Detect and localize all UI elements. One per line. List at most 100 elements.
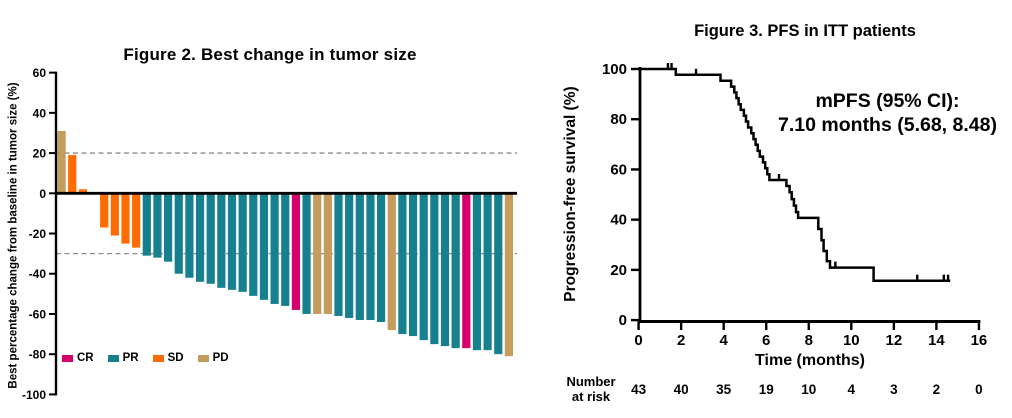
waterfall-bar-30-PR	[366, 193, 375, 320]
figure2-y-tick-label-0: 0	[39, 187, 46, 201]
waterfall-bar-23-CR	[291, 193, 300, 310]
waterfall-bar-8-SD	[132, 193, 141, 248]
legend-swatch-PR	[107, 354, 119, 362]
figure3-x-tick-label-8: 8	[805, 332, 813, 349]
waterfall-bar-24-PR	[302, 193, 311, 314]
figure3-x-tick-label-10: 10	[843, 332, 860, 349]
mpfs-annotation-line2: 7.10 months (5.68, 8.48)	[778, 114, 997, 136]
figure2-legend: CR PR SD PD	[62, 352, 229, 364]
waterfall-bar-9-PR	[142, 193, 151, 256]
number-at-risk-value-t10: 4	[848, 382, 856, 397]
number-at-risk-value-t0: 43	[631, 382, 647, 397]
number-at-risk-value-t8: 10	[801, 382, 816, 397]
mpfs-annotation: mPFS (95% CI): 7.10 months (5.68, 8.48)	[765, 89, 1010, 137]
waterfall-bar-7-SD	[121, 193, 130, 244]
waterfall-bar-6-SD	[110, 193, 119, 236]
waterfall-bar-20-PR	[259, 193, 269, 300]
waterfall-bar-11-PR	[164, 193, 173, 262]
waterfall-bar-16-PR	[217, 193, 226, 288]
figure3-x-tick-label-14: 14	[928, 332, 945, 349]
figure2-title: Figure 2. Best change in tumor size	[123, 45, 417, 64]
legend-item-PD: PD	[197, 352, 229, 364]
legend-swatch-CR	[62, 354, 73, 362]
figure3-x-tick-label-6: 6	[762, 332, 770, 349]
figure3-y-tick-label-80: 80	[610, 111, 627, 128]
waterfall-bar-15-PR	[206, 193, 215, 284]
figure2-y-tick-label-60: 60	[33, 66, 47, 80]
waterfall-bar-5-SD	[100, 193, 109, 228]
figure3-y-tick-label-40: 40	[610, 212, 627, 229]
waterfall-bar-18-PR	[238, 193, 247, 292]
figure2-y-tick-label--20: -20	[29, 227, 47, 241]
figure3-y-tick-label-100: 100	[602, 61, 627, 78]
figure3-y-tick-label-60: 60	[610, 161, 627, 178]
figure2-y-tick-label--100: -100	[22, 388, 46, 402]
waterfall-bar-22-PR	[281, 193, 290, 306]
waterfall-bar-19-PR	[249, 193, 258, 296]
figure3-y-tick-label-20: 20	[610, 262, 627, 279]
waterfall-bar-25-PD	[313, 193, 322, 314]
waterfall-bar-32-PD	[387, 193, 396, 331]
waterfall-bar-10-PR	[153, 193, 162, 258]
number-at-risk-value-t4: 35	[716, 382, 732, 397]
legend-item-PR: PR	[107, 352, 139, 364]
legend-swatch-SD	[152, 354, 164, 362]
figure3-x-tick-label-12: 12	[885, 332, 902, 349]
figure3-x-axis-label: Time (months)	[755, 352, 865, 369]
legend-item-SD: SD	[152, 352, 184, 364]
number-at-risk-value-t12: 3	[890, 382, 898, 397]
waterfall-bar-28-PR	[345, 193, 354, 318]
waterfall-bar-17-PR	[227, 193, 237, 290]
number-at-risk-value-t16: 0	[975, 382, 983, 397]
number-at-risk-label-line1: Number	[566, 374, 616, 389]
waterfall-bar-39-CR	[462, 193, 471, 349]
waterfall-bar-34-PR	[408, 193, 418, 337]
legend-label-CR: CR	[77, 352, 94, 364]
legend-label-PR: PR	[122, 352, 139, 364]
waterfall-bar-12-PR	[174, 193, 183, 274]
figure3-x-tick-label-0: 0	[634, 332, 642, 349]
waterfall-bar-2-SD	[68, 155, 77, 194]
figure2-y-tick-label--60: -60	[29, 307, 47, 321]
figure2-y-tick-label-20: 20	[33, 147, 47, 161]
waterfall-bar-21-PR	[270, 193, 279, 304]
waterfall-bar-27-PR	[334, 193, 343, 316]
number-at-risk-label: Number at risk	[558, 374, 624, 404]
waterfall-bar-29-PR	[355, 193, 364, 320]
waterfall-bar-31-PR	[377, 193, 386, 322]
legend-item-CR: CR	[62, 352, 94, 364]
figure3-title: Figure 3. PFS in ITT patients	[694, 22, 916, 40]
waterfall-bar-26-PD	[323, 193, 332, 314]
number-at-risk-label-line2: at risk	[571, 389, 611, 404]
waterfall-bar-13-PR	[185, 193, 194, 278]
waterfall-bar-3-SD	[78, 189, 87, 194]
waterfall-chart: 60 40 20 0 -20 -40 -60 -80 -100	[22, 66, 517, 402]
figure3-y-tick-label-0: 0	[619, 312, 627, 329]
waterfall-bar-35-PR	[419, 193, 428, 341]
waterfall-bar-40-PR	[472, 193, 482, 351]
waterfall-bar-43-PD	[504, 193, 513, 357]
waterfall-bar-38-PR	[451, 193, 460, 349]
number-at-risk-value-t14: 2	[933, 382, 941, 397]
waterfall-bar-14-PR	[195, 193, 205, 282]
waterfall-bar-36-PR	[430, 193, 439, 345]
legend-label-PD: PD	[212, 352, 229, 364]
legend-swatch-PD	[197, 354, 209, 362]
figure3-x-tick-label-16: 16	[971, 332, 988, 349]
waterfall-bar-37-PR	[440, 193, 450, 347]
mpfs-annotation-line1: mPFS (95% CI):	[815, 90, 960, 112]
km-curve	[638, 67, 951, 282]
legend-label-SD: SD	[167, 352, 184, 364]
figure2-y-tick-label-40: 40	[33, 106, 47, 120]
figure2-y-tick-label--40: -40	[29, 267, 47, 281]
waterfall-bar-33-PR	[398, 193, 407, 335]
waterfall-bar-1-PD	[57, 130, 66, 194]
figure2-y-tick-label--80: -80	[29, 348, 47, 362]
number-at-risk-value-t6: 19	[759, 382, 774, 397]
figure3-x-tick-label-4: 4	[720, 332, 729, 349]
number-at-risk-value-t2: 40	[674, 382, 689, 397]
figure3-x-tick-label-2: 2	[677, 332, 685, 349]
waterfall-bar-42-PR	[494, 193, 503, 355]
